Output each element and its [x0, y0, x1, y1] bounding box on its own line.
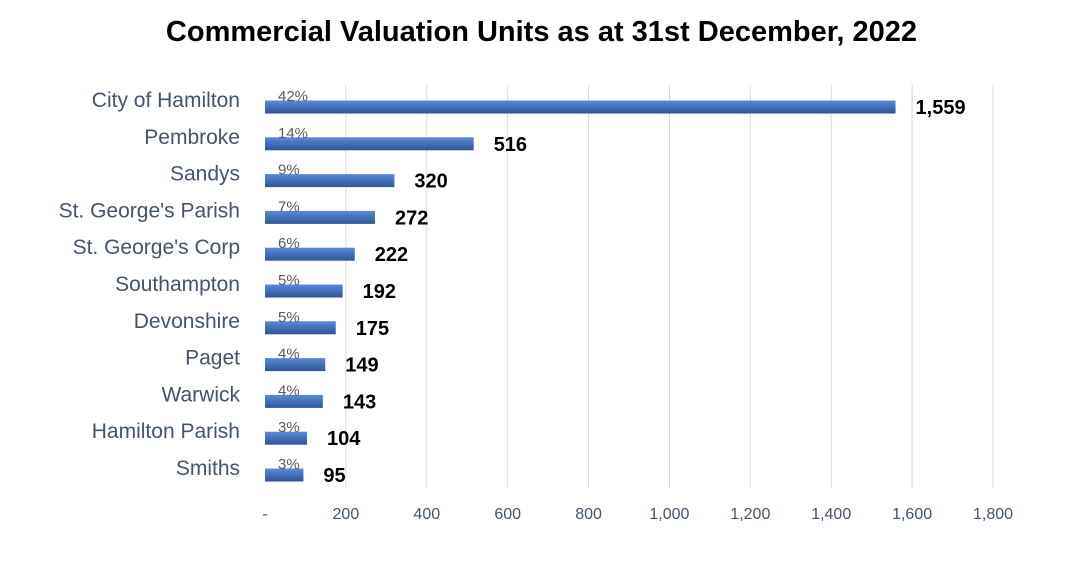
value-label: 104 [327, 428, 361, 450]
value-label: 272 [395, 207, 428, 229]
x-tick-label: 600 [494, 506, 521, 523]
bar [265, 358, 326, 372]
value-label: 143 [343, 391, 376, 413]
gridlines [345, 85, 994, 488]
chart-title: Commercial Valuation Units as at 31st De… [165, 16, 918, 48]
value-label: 222 [375, 244, 408, 266]
bar [265, 284, 343, 298]
x-tick-label: - [262, 506, 267, 523]
x-tick-label: 1,400 [811, 506, 851, 523]
bar [265, 174, 395, 188]
x-axis-ticks: - 200 400 600 800 1,000 1,200 1,400 1,600 1,800 [262, 506, 1013, 523]
percent-label: 4% [278, 346, 300, 363]
bar [265, 100, 896, 114]
value-label: 1,559 [916, 97, 966, 119]
category-label: Devonshire [134, 310, 240, 333]
category-label: Warwick [161, 383, 240, 406]
percent-label: 7% [278, 198, 300, 215]
percent-label: 5% [278, 272, 300, 289]
value-label: 149 [345, 355, 378, 377]
x-tick-label: 1,800 [973, 506, 1013, 523]
percent-label: 42% [278, 88, 308, 105]
category-label: Smiths [176, 457, 240, 480]
x-tick-label: 400 [413, 506, 440, 523]
bars [265, 100, 896, 482]
x-tick-label: 1,000 [649, 506, 689, 523]
x-tick-label: 1,600 [892, 506, 932, 523]
percent-label: 3% [278, 419, 300, 436]
bar [265, 431, 308, 445]
x-tick-label: 1,200 [730, 506, 770, 523]
category-label: St. George's Corp [73, 236, 240, 259]
bar [265, 247, 355, 261]
category-label: Pembroke [144, 126, 240, 149]
value-label: 516 [494, 134, 527, 156]
percent-label: 9% [278, 162, 300, 179]
value-label: 320 [414, 171, 447, 193]
percent-label: 4% [278, 382, 300, 399]
category-label: Paget [185, 347, 240, 370]
percent-label: 6% [278, 235, 300, 252]
bar [265, 210, 376, 224]
category-label: Southampton [115, 273, 240, 296]
percent-label: 14% [278, 125, 308, 142]
value-label: 95 [323, 465, 345, 487]
category-label: St. George's Parish [59, 199, 240, 222]
bar [265, 394, 323, 408]
percent-label: 3% [278, 456, 300, 473]
bar [265, 468, 304, 482]
value-label: 192 [363, 281, 396, 303]
category-labels: City of Hamilton 42% 1,559 Pembroke 14% 516 Sa… [59, 88, 966, 487]
bar [265, 321, 336, 335]
value-label: 175 [356, 318, 389, 340]
category-label: Sandys [170, 163, 240, 186]
category-label: Hamilton Parish [92, 420, 240, 443]
bar [265, 137, 474, 151]
percent-label: 5% [278, 309, 300, 326]
category-label: City of Hamilton [92, 89, 240, 112]
x-tick-label: 800 [575, 506, 602, 523]
x-tick-label: 200 [333, 506, 360, 523]
